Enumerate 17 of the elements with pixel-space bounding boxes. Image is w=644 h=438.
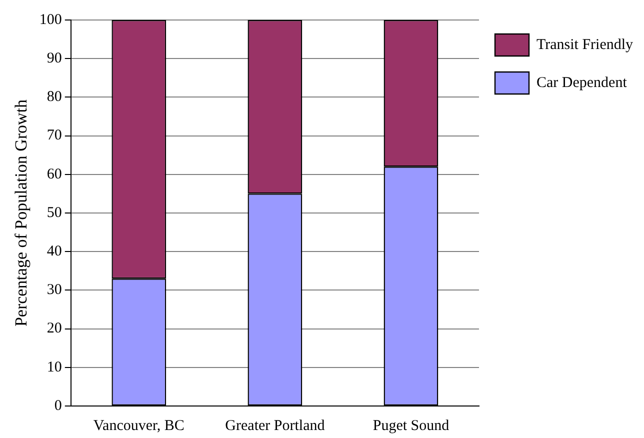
y-tick-label: 0 xyxy=(54,398,62,414)
x-tick-label: Vancouver, BC xyxy=(93,418,184,434)
y-tick-label: 60 xyxy=(46,166,62,182)
y-tick-label: 50 xyxy=(46,204,62,221)
y-axis-title: Percentage of Population Growth xyxy=(12,98,31,327)
y-tick-label: 40 xyxy=(46,244,62,260)
y-tick-label: 30 xyxy=(46,282,62,298)
y-tick-label: 80 xyxy=(46,89,62,106)
y-tick-label: 20 xyxy=(46,320,62,337)
y-tick-label: 10 xyxy=(46,359,62,376)
x-tick-label: Greater Portland xyxy=(225,418,326,434)
y-tick-label: 100 xyxy=(39,12,62,28)
legend-label: Transit Friendly xyxy=(536,36,634,53)
y-tick-label: 90 xyxy=(46,50,62,67)
legend-label: Car Dependent xyxy=(536,74,628,91)
y-tick-label: 70 xyxy=(46,128,62,144)
x-tick-label: Puget Sound xyxy=(372,418,450,434)
